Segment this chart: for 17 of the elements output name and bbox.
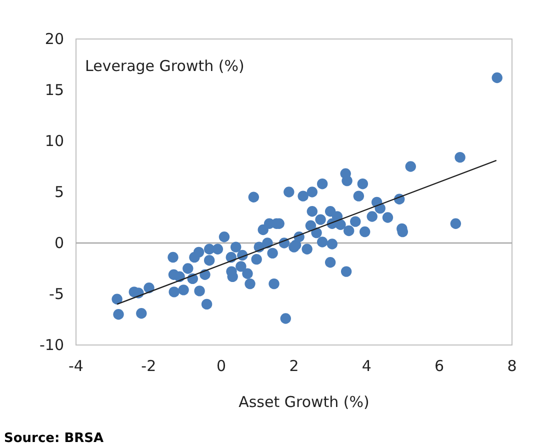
y-tick-label: 15 xyxy=(44,81,64,99)
x-tick-label: 0 xyxy=(216,357,226,375)
x-axis-title: Asset Growth (%) xyxy=(238,393,370,411)
y-tick-label: -5 xyxy=(49,285,64,303)
x-tick-label: 2 xyxy=(289,357,299,375)
x-tick-label: 8 xyxy=(507,357,517,375)
x-tick-label: -2 xyxy=(141,357,156,375)
y-tick-label: 10 xyxy=(44,132,64,150)
x-tick-label: -4 xyxy=(68,357,84,375)
y-tick-label: -10 xyxy=(40,336,64,354)
y-tick-label: 0 xyxy=(54,234,64,252)
y-tick-label: 20 xyxy=(44,30,64,48)
source-note: Source: BRSA xyxy=(4,431,104,446)
y-axis-title: Leverage Growth (%) xyxy=(85,57,244,75)
x-tick-label: 6 xyxy=(434,357,444,375)
y-tick-label: 5 xyxy=(54,183,64,201)
x-tick-label: 4 xyxy=(362,357,372,375)
